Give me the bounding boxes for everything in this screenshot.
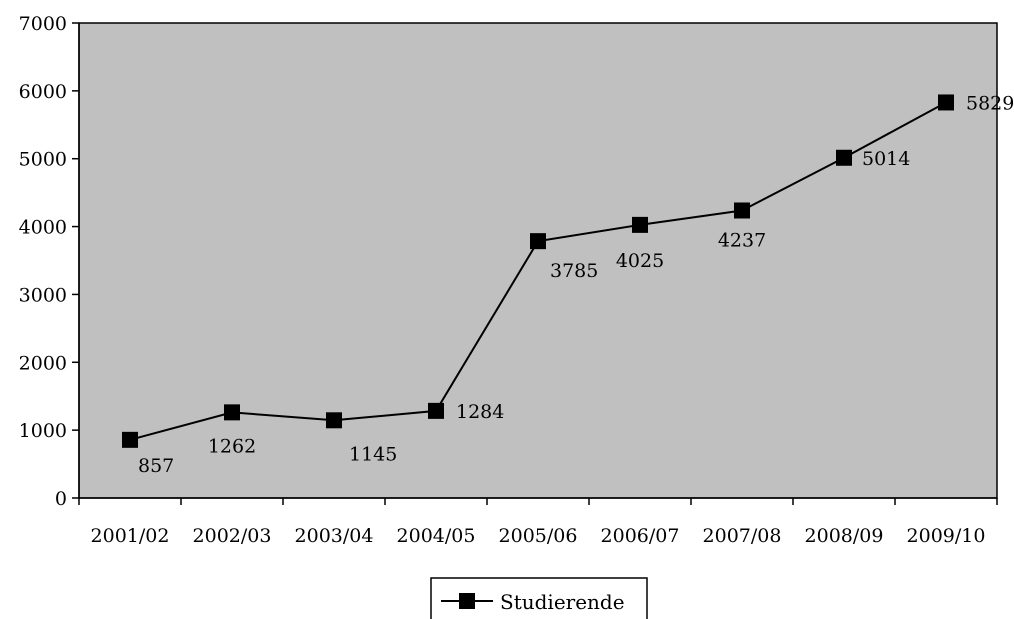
data-label: 1145 — [349, 443, 397, 465]
y-tick-label: 4000 — [19, 217, 67, 239]
data-label: 1284 — [456, 401, 504, 423]
data-point-marker — [224, 404, 240, 421]
y-tick-label: 6000 — [19, 81, 67, 103]
data-label: 3785 — [550, 260, 598, 282]
y-axis: 0 1000 2000 3000 4000 5000 6000 7000 — [19, 13, 80, 510]
x-tick-label: 2005/06 — [499, 525, 578, 547]
x-tick-label: 2008/09 — [805, 525, 884, 547]
data-point-marker — [428, 402, 444, 419]
legend: Studierende — [430, 577, 648, 619]
data-point-marker — [530, 233, 546, 250]
x-tick-label: 2001/02 — [91, 525, 170, 547]
plot-area — [78, 22, 998, 499]
x-axis: 2001/02 2002/03 2003/04 2004/05 2005/06 2006/… — [78, 497, 998, 547]
x-tick-label: 2004/05 — [397, 525, 476, 547]
x-tick-label: 2003/04 — [295, 525, 374, 547]
data-label: 5829 — [966, 92, 1014, 114]
markers-group — [122, 94, 954, 448]
data-point-marker — [632, 216, 648, 233]
y-tick-label: 2000 — [19, 352, 67, 374]
data-label: 857 — [138, 455, 174, 477]
x-tick-label: 2002/03 — [193, 525, 272, 547]
y-tick-label: 3000 — [19, 284, 67, 306]
data-point-marker — [122, 431, 138, 448]
data-label: 1262 — [208, 435, 256, 457]
data-point-marker — [326, 412, 342, 429]
y-tick-label: 0 — [55, 488, 67, 510]
data-point-marker — [938, 94, 954, 111]
data-label: 5014 — [862, 148, 910, 170]
data-label: 4237 — [718, 229, 766, 251]
x-tick-label: 2007/08 — [703, 525, 782, 547]
y-tick-label: 5000 — [19, 149, 67, 171]
data-label: 4025 — [616, 250, 664, 272]
data-point-marker — [734, 202, 750, 219]
legend-marker-icon — [459, 593, 475, 609]
data-labels-group: 857 1262 1145 1284 3785 4025 4237 5014 5829 — [138, 92, 1014, 476]
data-point-marker — [836, 149, 852, 166]
x-tick-label: 2006/07 — [601, 525, 680, 547]
x-tick-label: 2009/10 — [907, 525, 986, 547]
y-tick-label: 1000 — [19, 420, 67, 442]
y-tick-label: 7000 — [19, 13, 67, 35]
legend-label: Studierende — [500, 590, 625, 614]
